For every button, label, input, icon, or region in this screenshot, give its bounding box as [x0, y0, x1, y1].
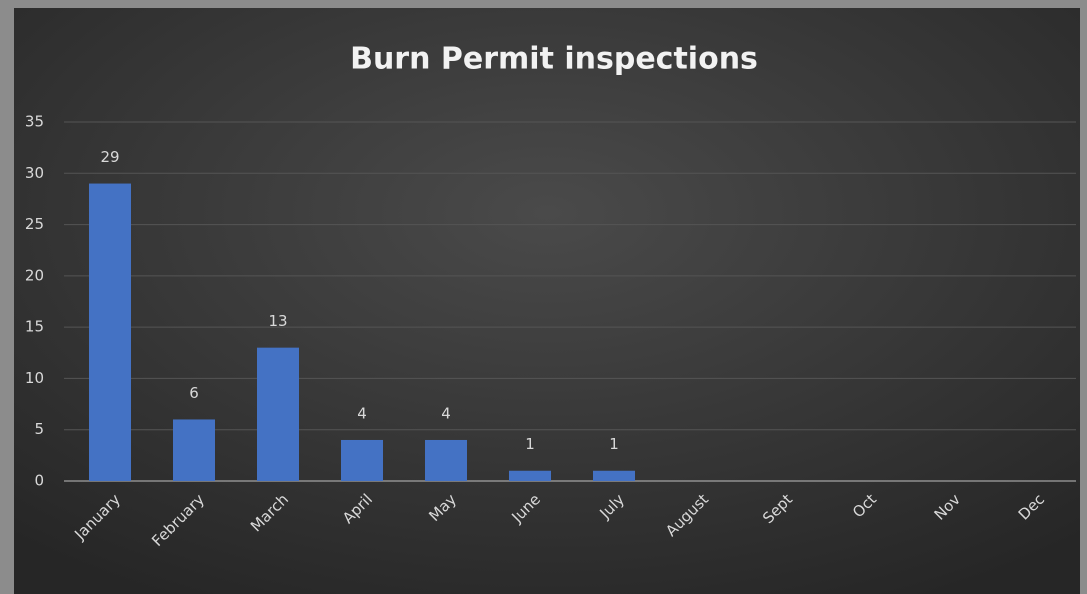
- y-tick-label: 5: [34, 420, 44, 438]
- value-label: 29: [100, 148, 119, 166]
- y-tick-label: 30: [25, 164, 44, 182]
- y-tick-label: 15: [25, 318, 44, 336]
- bar: [593, 470, 635, 481]
- bar: [173, 419, 215, 481]
- y-tick-label: 0: [34, 472, 44, 490]
- bar: [425, 439, 467, 481]
- bar: [341, 439, 383, 481]
- chart-title: Burn Permit inspections: [350, 42, 758, 77]
- bar: [257, 347, 299, 481]
- value-label: 4: [357, 404, 367, 422]
- value-label: 1: [525, 435, 535, 453]
- bar: [89, 183, 131, 482]
- bar: [509, 470, 551, 481]
- y-tick-label: 25: [25, 215, 44, 233]
- chart-panel: [14, 8, 1080, 594]
- value-label: 13: [268, 312, 287, 330]
- y-tick-label: 35: [25, 113, 44, 131]
- value-label: 1: [609, 435, 619, 453]
- y-tick-label: 10: [25, 369, 44, 387]
- value-label: 6: [189, 384, 199, 402]
- y-tick-label: 20: [25, 266, 44, 284]
- value-label: 4: [441, 404, 451, 422]
